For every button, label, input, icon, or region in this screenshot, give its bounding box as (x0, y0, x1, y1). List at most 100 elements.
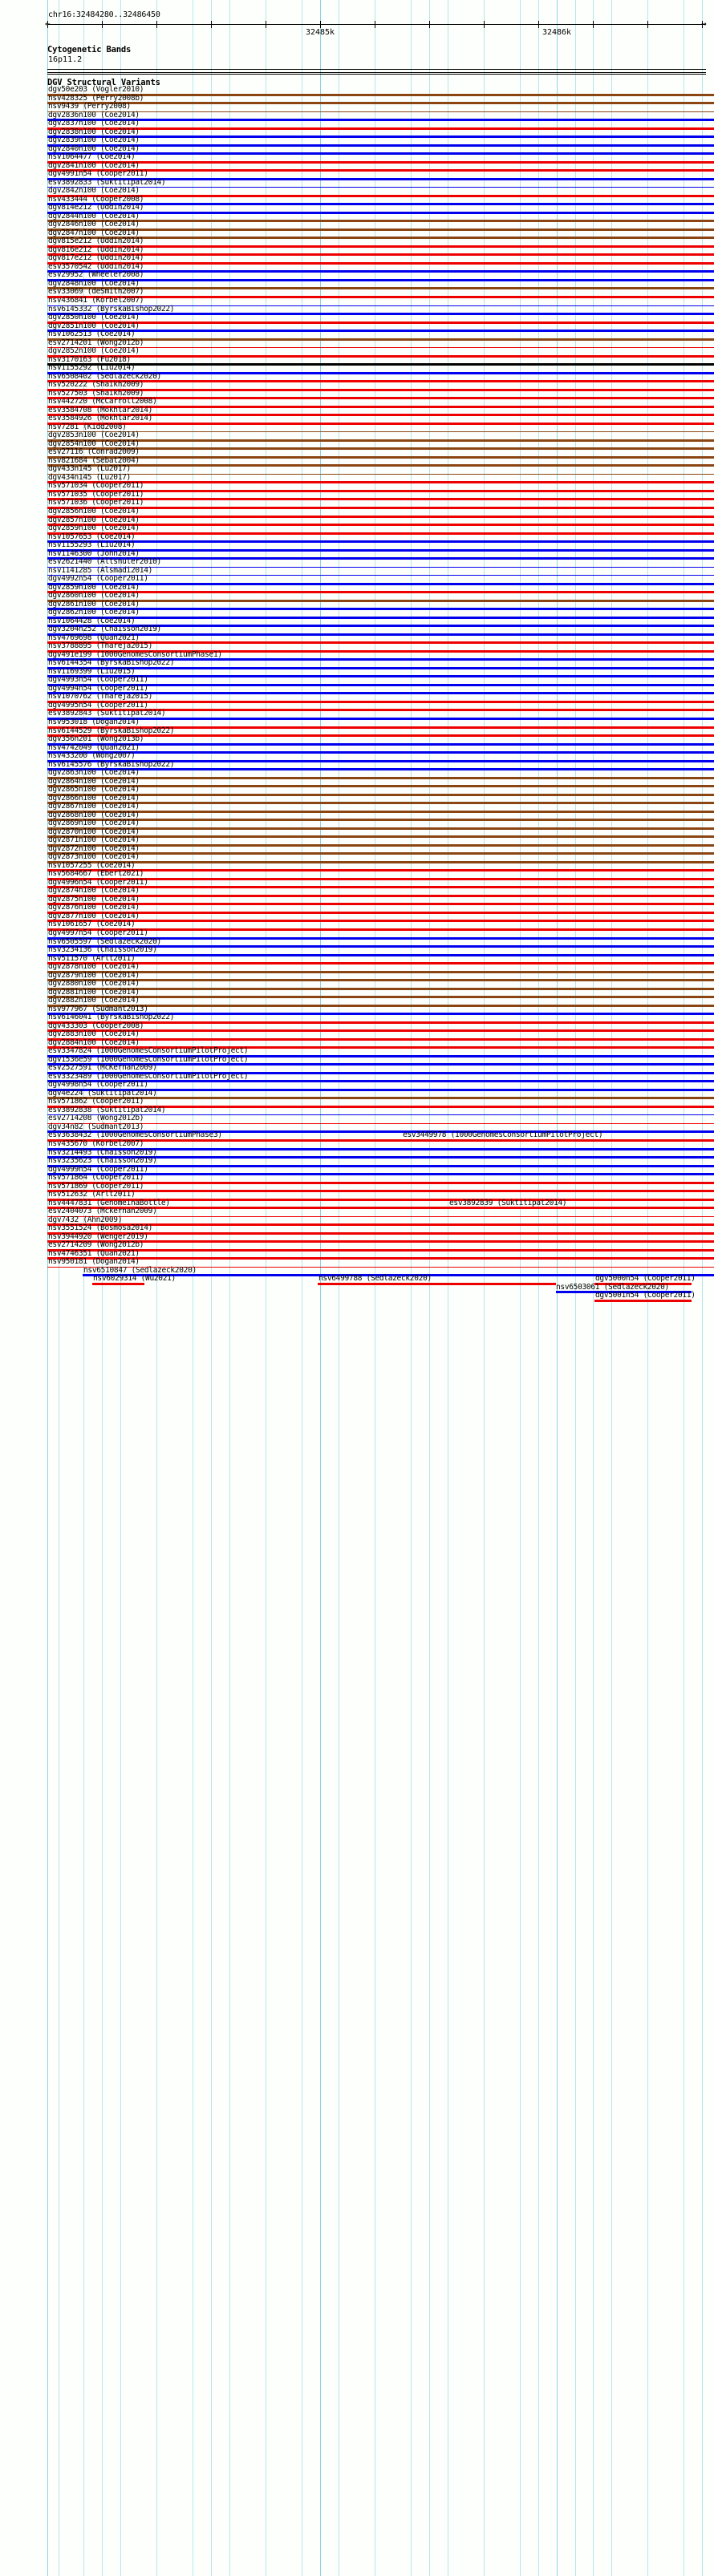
table-row[interactable]: esv2714201 (Wong2012b) (0, 338, 714, 349)
variant-bar[interactable] (47, 93, 714, 96)
variant-bar[interactable] (47, 785, 714, 788)
table-row[interactable]: nsv1064428 (Coe2014) (0, 617, 714, 628)
variant-bar[interactable] (47, 709, 714, 712)
variant-bar[interactable] (47, 295, 714, 298)
variant-bar[interactable] (47, 683, 714, 686)
table-row[interactable]: dgv2846n100 (Coe2014) (0, 220, 714, 231)
table-row[interactable]: dgv2838n100 (Coe2014) (0, 127, 714, 139)
table-row[interactable]: dgv2882n100 (Coe2014) (0, 997, 714, 1007)
variant-bar[interactable] (47, 439, 714, 442)
table-row[interactable]: dgv2840n100 (Coe2014) (0, 144, 714, 156)
table-row[interactable]: dgv2879n100 (Coe2014) (0, 971, 714, 982)
table-row[interactable]: nsv571864 (Cooper2011) (0, 1174, 714, 1184)
variant-bar[interactable] (47, 852, 714, 855)
table-row[interactable]: dgv2862n100 (Coe2014) (0, 609, 714, 619)
table-row[interactable]: esv3892838 (Suktitipat2014) (0, 1106, 714, 1116)
variant-bar[interactable] (47, 776, 714, 779)
variant-bar[interactable] (594, 1299, 692, 1302)
variant-bar[interactable] (47, 843, 714, 847)
table-row[interactable]: nsv1057653 (Coe2014) (0, 532, 714, 544)
table-row[interactable]: nsv571034 (Cooper2011) (0, 482, 714, 492)
variant-bar[interactable] (47, 608, 714, 611)
variant-bar[interactable] (47, 625, 714, 628)
table-row[interactable]: nsv6508402 (Sedlazeck2020) (0, 372, 714, 383)
table-row[interactable]: nsv1061657 (Coe2014) (0, 920, 714, 931)
table-row[interactable]: dgv4991n54 (Cooper2011) (0, 170, 714, 180)
table-row[interactable]: dgv2854n100 (Coe2014) (0, 439, 714, 451)
table-row[interactable]: dgv2852n100 (Coe2014) (0, 347, 714, 358)
variant-bar[interactable] (47, 245, 714, 248)
variant-bar[interactable] (47, 860, 714, 863)
variant-bar[interactable] (47, 102, 714, 105)
variant-bar[interactable] (47, 920, 714, 923)
table-row[interactable]: dgv814e212 (Uddin2014) (0, 204, 714, 214)
variant-bar[interactable] (47, 524, 714, 527)
variant-bar[interactable] (47, 1266, 714, 1268)
variant-bar[interactable] (92, 1282, 144, 1285)
table-row[interactable]: nsv4742049 (Quan2021) (0, 743, 714, 754)
variant-bar[interactable] (47, 338, 714, 341)
table-row[interactable]: dgv2875n100 (Coe2014) (0, 895, 714, 906)
table-row[interactable]: nsv6510847 (Sedlazeck2020) (0, 1266, 714, 1277)
variant-bar[interactable] (47, 717, 714, 720)
table-row[interactable]: dgv2884n100 (Coe2014) (0, 1038, 714, 1049)
table-row[interactable]: nsv442720 (McCarroll2008) (0, 398, 714, 408)
variant-bar[interactable] (47, 489, 714, 492)
table-row[interactable]: dgv2865n100 (Coe2014) (0, 786, 714, 796)
table-row[interactable]: dgv2877n100 (Coe2014) (0, 912, 714, 923)
table-row[interactable]: nsv433444 (Cooper2008) (0, 195, 714, 206)
table-row[interactable]: dgv433303 (Cooper2008) (0, 1021, 714, 1033)
table-row[interactable]: nsv436841 (Korbel2007) (0, 297, 714, 306)
table-row[interactable]: dgv2847n100 (Coe2014) (0, 228, 714, 240)
table-row[interactable]: dgv2851n100 (Coe2014) (0, 321, 714, 333)
table-row[interactable]: dgv2868n100 (Coe2014) (0, 811, 714, 822)
variant-bar[interactable] (318, 1282, 556, 1285)
table-row[interactable]: dgv2842n100 (Coe2014) (0, 187, 714, 197)
variant-bar[interactable] (47, 119, 714, 122)
table-row[interactable]: nsv953018 (Dogan2014) (0, 718, 714, 729)
cytoband-label[interactable]: 16p11.2 (48, 55, 83, 64)
table-row[interactable]: nsv571862 (Cooper2011) (0, 1098, 714, 1108)
table-row[interactable]: esv33069 (deSmith2007) (0, 288, 714, 298)
variant-bar[interactable] (47, 810, 714, 813)
variant-bar[interactable] (47, 253, 714, 257)
table-row[interactable]: esv2527591 (McKernan2009) (0, 1064, 714, 1074)
variant-bar[interactable] (47, 996, 714, 999)
variant-bar[interactable] (47, 330, 714, 333)
variant-bar[interactable] (47, 1257, 714, 1260)
table-row[interactable]: esv2404073 (Mckernan2009) (0, 1207, 714, 1217)
table-row[interactable]: dgv816e212 (Uddin2014) (0, 245, 714, 257)
variant-bar[interactable] (47, 498, 714, 501)
variant-bar[interactable] (47, 414, 714, 417)
table-row[interactable]: esv3892843 (Suktitipat2014) (0, 710, 714, 720)
variant-bar[interactable] (47, 135, 714, 139)
table-row[interactable]: dgv4995n54 (Cooper2011) (0, 701, 714, 712)
variant-bar[interactable] (47, 886, 714, 889)
table-row[interactable]: nsv3234136 (Chaisson2019) (0, 946, 714, 956)
variant-bar[interactable] (47, 1054, 714, 1057)
variant-bar[interactable] (47, 388, 714, 391)
table-row[interactable]: nsv9439 (Perry2008) (0, 103, 714, 112)
variant-bar[interactable] (47, 641, 714, 645)
variant-bar[interactable] (47, 111, 714, 112)
table-row[interactable]: dgv2873n100 (Coe2014) (0, 853, 714, 863)
table-row[interactable]: dgv3204n252 (Chaisson2019) (0, 625, 714, 636)
table-row[interactable]: esv3570542 (Uddin2014) (0, 262, 714, 273)
table-row[interactable]: esv29952 (Wheeler2008) (0, 271, 714, 281)
table-row[interactable]: dgv2876n100 (Coe2014) (0, 904, 714, 914)
table-row[interactable]: esv3584926 (Mokhtar2014) (0, 415, 714, 425)
variant-bar[interactable] (47, 270, 714, 273)
table-row[interactable]: dgv2871n100 (Coe2014) (0, 836, 714, 847)
table-row[interactable]: dgv2866n100 (Coe2014) (0, 794, 714, 805)
table-row[interactable]: nsv7281 (Kidd2008) (0, 423, 714, 433)
variant-bar[interactable] (47, 1105, 714, 1108)
variant-bar[interactable] (47, 633, 714, 636)
variant-bar[interactable] (47, 658, 714, 661)
coordinate-ruler[interactable]: chr16:32484280..32486450 ← → 32485k32486… (0, 0, 714, 42)
variant-bar[interactable] (47, 566, 714, 568)
table-row[interactable]: dgv1536e59 (1000GenomesConsortiumPilotPr… (0, 1055, 714, 1066)
variant-bar[interactable] (47, 692, 714, 695)
table-row[interactable]: dgv2878n100 (Coe2014) (0, 963, 714, 973)
table-row[interactable]: esv2714208 (Wong2012b) (0, 1114, 714, 1124)
table-row[interactable]: dgv2864n100 (Coe2014) (0, 777, 714, 788)
